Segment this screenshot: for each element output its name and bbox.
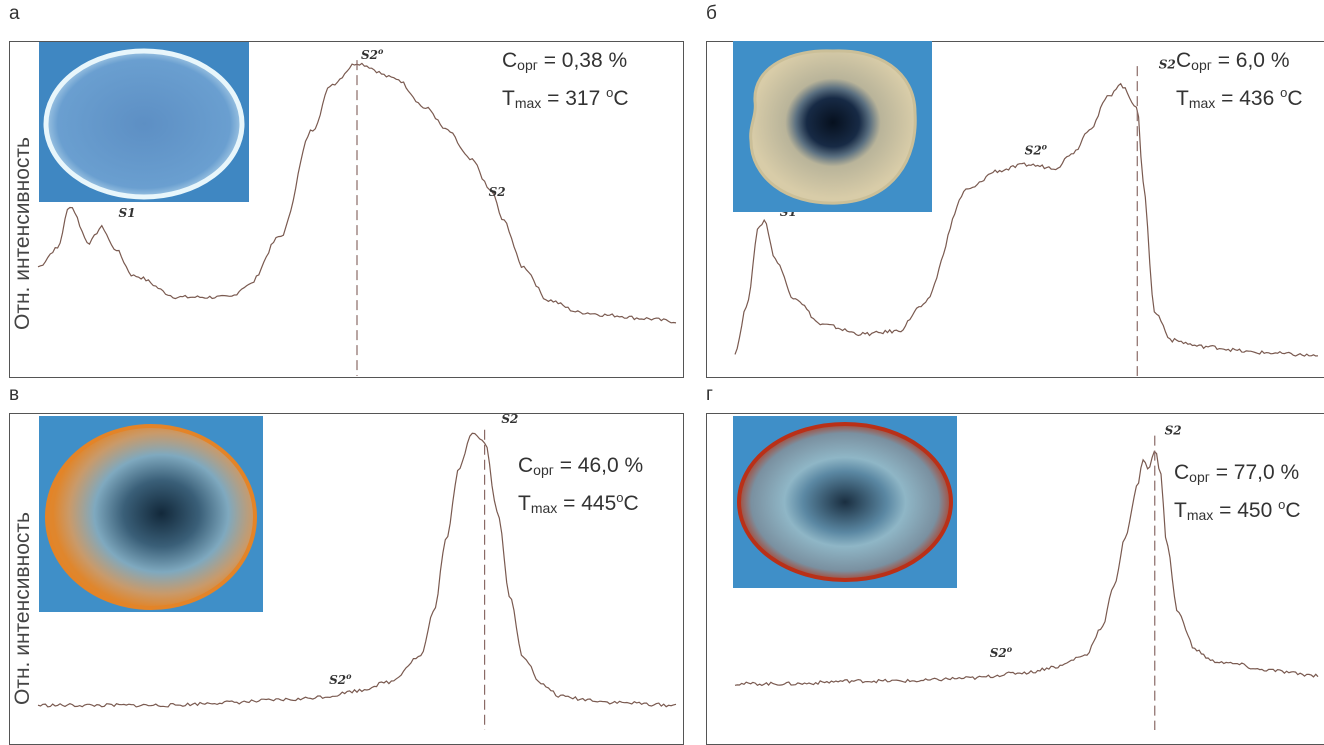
pyrogram-curve-b — [734, 82, 1319, 357]
peak-label-v-1: S2 — [501, 412, 518, 426]
curve-plot-g: S2o S2 — [734, 423, 1319, 730]
curve-plot-a: S1 S2o S2 — [37, 46, 677, 376]
y-axis-label-a: Отн. интенсивность — [11, 137, 34, 330]
panel-letter-v: в — [9, 384, 20, 405]
peak-label-a-1: S2o — [361, 46, 384, 62]
y-axis-label-v: Отн. интенсивность — [11, 512, 34, 705]
pyrogram-curve-g — [734, 450, 1319, 687]
sample-photo-b — [733, 41, 932, 212]
peak-label-b-2: S2 — [1159, 57, 1176, 71]
panel-letter-b: б — [706, 3, 717, 24]
peak-label-a-2: S2 — [489, 185, 506, 199]
stats-box-g: Cорг = 77,0 % Tmax = 450 oC — [1174, 461, 1301, 523]
pyrogram-curve-v — [37, 432, 677, 708]
stats-box-v: Cорг = 46,0 % Tmax = 445oC — [518, 454, 644, 516]
peak-label-a-0: S1 — [119, 206, 136, 220]
sample-photo-v — [39, 416, 263, 612]
sample-photo-a — [39, 42, 249, 202]
peak-label-b-1: S2o — [1025, 142, 1048, 158]
curve-plot-v: S2o S2 — [37, 412, 677, 730]
panel-letter-a: а — [9, 3, 20, 24]
peak-label-g-1: S2 — [1165, 423, 1182, 437]
stats-box-a: Cорг = 0,38 % Tmax = 317 oC — [502, 49, 629, 111]
stats-box-b: Cорг = 6,0 % Tmax = 436 oC — [1176, 49, 1303, 111]
peak-label-v-0: S2o — [329, 671, 352, 687]
panel-letter-g: г — [706, 384, 713, 405]
peak-label-g-0: S2o — [990, 644, 1013, 660]
sample-photo-g — [733, 416, 957, 588]
